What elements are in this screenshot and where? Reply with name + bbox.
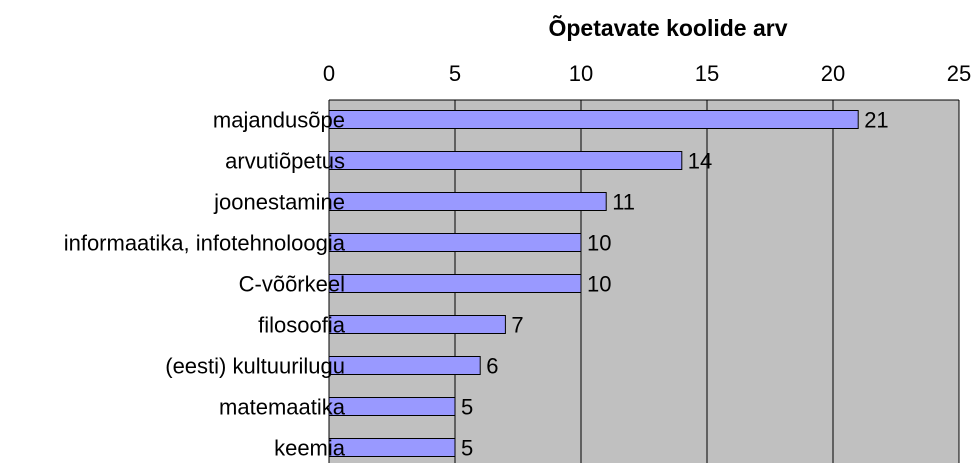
y-tick-label: joonestamine — [213, 189, 345, 214]
x-tick-label: 15 — [695, 61, 719, 86]
y-tick-label: majandusõpe — [213, 107, 345, 132]
value-label: 7 — [511, 312, 523, 337]
bar — [328, 192, 607, 211]
bar — [328, 356, 481, 375]
bar — [328, 233, 582, 252]
x-tick-label: 10 — [569, 61, 593, 86]
axis-title: Õpetavate koolide arv — [548, 14, 787, 41]
bar — [328, 110, 859, 129]
value-label: 5 — [461, 394, 473, 419]
value-label: 11 — [612, 189, 635, 214]
value-label: 5 — [461, 435, 473, 460]
y-tick-label: arvutiõpetus — [225, 148, 345, 173]
value-label: 14 — [688, 148, 712, 173]
value-label: 6 — [486, 353, 498, 378]
x-tick-label: 20 — [821, 61, 845, 86]
bar — [328, 315, 506, 334]
y-tick-label: (eesti) kultuurilugu — [165, 353, 345, 378]
y-tick-label: informaatika, infotehnoloogia — [64, 230, 346, 255]
x-tick-label: 5 — [449, 61, 461, 86]
bar — [328, 274, 582, 293]
x-tick-label: 25 — [947, 61, 971, 86]
y-tick-label: C-võõrkeel — [239, 271, 345, 296]
y-tick-label: matemaatika — [219, 394, 346, 419]
x-tick-label: 0 — [323, 61, 335, 86]
value-label: 10 — [587, 230, 611, 255]
y-tick-label: filosoofia — [258, 312, 346, 337]
bar — [328, 438, 456, 457]
bar — [328, 397, 456, 416]
bar — [328, 151, 683, 170]
value-label: 21 — [864, 107, 888, 132]
value-label: 10 — [587, 271, 611, 296]
y-tick-label: keemia — [274, 435, 346, 460]
